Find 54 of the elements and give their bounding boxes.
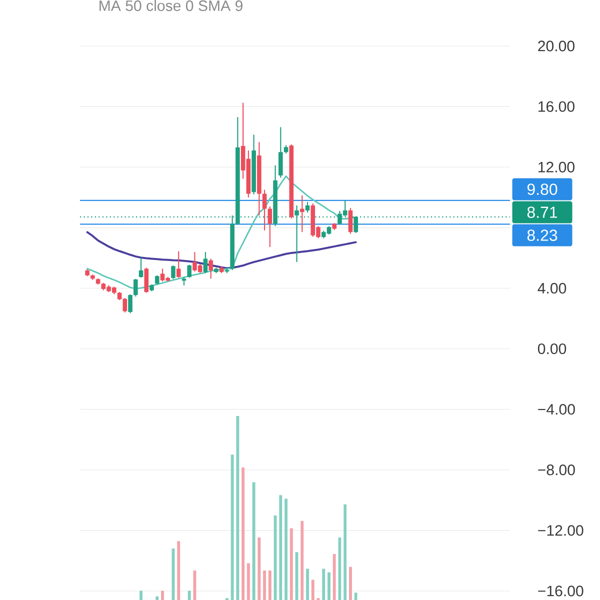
bar [274, 515, 277, 600]
bar [242, 468, 245, 600]
bar [306, 568, 309, 600]
ref-line-label: 8.23 [527, 230, 558, 241]
bar [230, 454, 234, 600]
y-tick-label: 12.00 [538, 162, 574, 172]
y-tick-label: −8.00 [538, 464, 575, 476]
bar [284, 498, 288, 600]
ref-line-label: 8.71 [527, 206, 558, 218]
candlestick [208, 258, 213, 280]
candlestick [300, 194, 304, 233]
bar [328, 572, 330, 600]
candlestick [305, 201, 310, 214]
y-tick-label: 4.00 [538, 282, 566, 294]
bar [263, 570, 266, 600]
bar [246, 563, 250, 600]
bar [236, 416, 240, 600]
bar [252, 482, 256, 600]
bar [140, 590, 142, 600]
bar [193, 570, 196, 600]
y-tick-label: 16.00 [538, 101, 574, 112]
bar [268, 570, 272, 600]
candlestick [176, 250, 181, 278]
candlestick [348, 207, 353, 234]
bar [322, 568, 326, 600]
candlestick [278, 126, 283, 178]
bar [290, 528, 293, 600]
bar [311, 580, 314, 600]
bar [258, 537, 261, 600]
candlestick [262, 189, 267, 231]
candlestick [144, 267, 149, 294]
candlestick [171, 264, 176, 280]
bar [177, 541, 180, 600]
candlestick [268, 206, 272, 248]
candlestick [154, 274, 160, 285]
bar [344, 504, 347, 600]
bar [188, 590, 191, 600]
candlestick [187, 264, 192, 278]
bar [156, 596, 159, 600]
candlestick [203, 252, 208, 274]
y-tick-label: 0.00 [538, 343, 566, 354]
y-tick-label: 20.00 [538, 40, 574, 52]
y-tick-label: −16.00 [538, 586, 584, 596]
candlestick [128, 294, 132, 314]
candlestick [133, 278, 138, 298]
candlestick [294, 204, 299, 263]
bar [300, 520, 304, 600]
y-tick-label: −12.00 [538, 525, 584, 536]
ref-line-label: 9.80 [527, 184, 558, 195]
chart-title: MA 50 close 0 SMA 9 [100, 0, 242, 12]
candlestick [138, 257, 144, 278]
bar [279, 495, 282, 600]
y-tick-label: −4.00 [538, 404, 575, 415]
bar [161, 590, 164, 600]
